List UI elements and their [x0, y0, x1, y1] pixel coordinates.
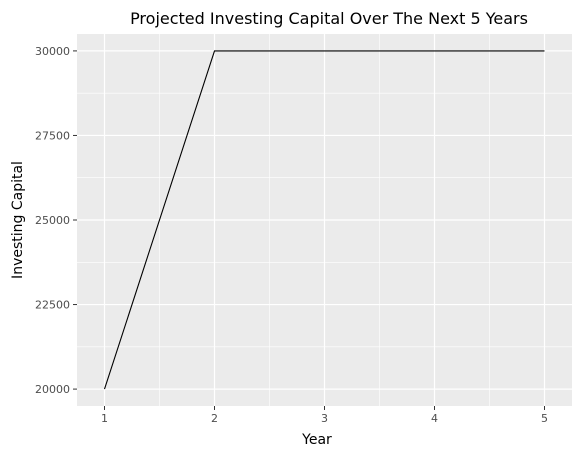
- x-tick-label: 3: [321, 412, 328, 425]
- series-line: [103, 50, 545, 390]
- y-axis-title: Investing Capital: [10, 161, 26, 279]
- x-axis-title: Year: [301, 432, 332, 448]
- ticks-layer: [73, 50, 545, 410]
- x-tick-label: 2: [211, 412, 218, 425]
- y-tick-label: 25000: [35, 214, 70, 227]
- y-tick-label: 27500: [35, 129, 70, 142]
- y-tick-label: 20000: [35, 383, 70, 396]
- y-tick-label: 30000: [35, 45, 70, 58]
- chart-title: Projected Investing Capital Over The Nex…: [130, 9, 528, 28]
- x-tick-label: 1: [101, 412, 108, 425]
- tick-labels-layer: 1 2 3 4 5 20000 22500 25000 27500 30000: [35, 45, 548, 425]
- series-layer: [103, 50, 545, 390]
- x-tick-label: 5: [541, 412, 548, 425]
- x-tick-label: 4: [431, 412, 438, 425]
- y-tick-label: 22500: [35, 299, 70, 312]
